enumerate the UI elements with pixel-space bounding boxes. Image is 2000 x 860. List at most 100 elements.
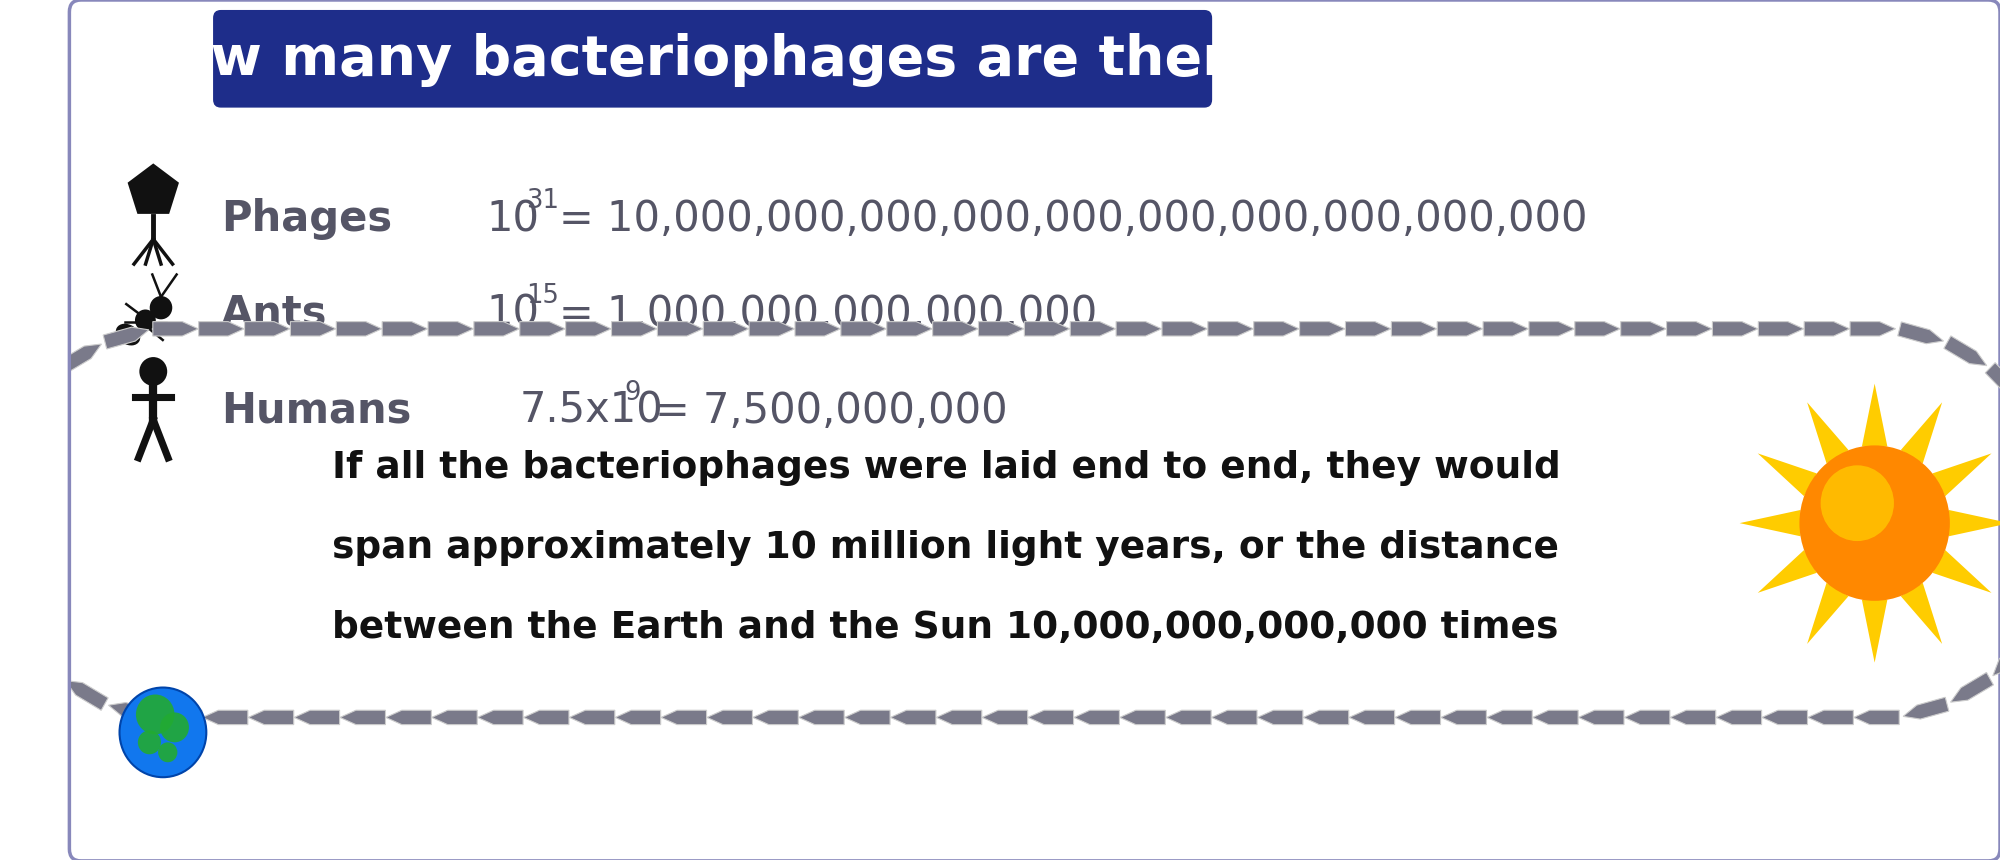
Polygon shape xyxy=(340,710,386,725)
Polygon shape xyxy=(750,322,794,336)
Polygon shape xyxy=(1808,710,1854,725)
Polygon shape xyxy=(30,645,66,684)
Polygon shape xyxy=(1862,384,1888,446)
Polygon shape xyxy=(1350,710,1394,725)
Polygon shape xyxy=(1620,322,1666,336)
Polygon shape xyxy=(1486,710,1532,725)
Polygon shape xyxy=(1948,510,2000,537)
Polygon shape xyxy=(706,710,752,725)
Text: Ants: Ants xyxy=(220,293,328,335)
Polygon shape xyxy=(662,710,706,725)
Polygon shape xyxy=(570,710,614,725)
Text: = 7,500,000,000: = 7,500,000,000 xyxy=(654,390,1008,432)
Polygon shape xyxy=(890,710,936,725)
Polygon shape xyxy=(1484,322,1528,336)
Polygon shape xyxy=(520,322,566,336)
Polygon shape xyxy=(1166,710,1212,725)
Circle shape xyxy=(1820,465,1894,541)
Polygon shape xyxy=(290,322,336,336)
Polygon shape xyxy=(1440,710,1486,725)
Polygon shape xyxy=(128,163,178,214)
Polygon shape xyxy=(1624,710,1670,725)
Polygon shape xyxy=(1808,583,1848,644)
Polygon shape xyxy=(1574,322,1620,336)
Polygon shape xyxy=(1528,322,1574,336)
Polygon shape xyxy=(22,371,60,408)
Polygon shape xyxy=(478,710,524,725)
Polygon shape xyxy=(336,322,382,336)
Polygon shape xyxy=(1028,710,1074,725)
Polygon shape xyxy=(1904,697,1948,719)
Polygon shape xyxy=(704,322,748,336)
Text: 10: 10 xyxy=(486,198,538,240)
Polygon shape xyxy=(1258,710,1302,725)
Polygon shape xyxy=(386,710,432,725)
Polygon shape xyxy=(982,710,1028,725)
Text: = 10,000,000,000,000,000,000,000,000,000,000: = 10,000,000,000,000,000,000,000,000,000… xyxy=(560,198,1588,240)
Polygon shape xyxy=(1986,363,2000,401)
Polygon shape xyxy=(1862,599,1888,662)
Polygon shape xyxy=(432,710,478,725)
Polygon shape xyxy=(1396,710,1440,725)
Polygon shape xyxy=(612,322,658,336)
Circle shape xyxy=(160,712,188,742)
Text: 9: 9 xyxy=(624,379,640,406)
Text: If all the bacteriophages were laid end to end, they would: If all the bacteriophages were laid end … xyxy=(332,451,1560,486)
Polygon shape xyxy=(840,322,886,336)
Polygon shape xyxy=(474,322,520,336)
Polygon shape xyxy=(382,322,428,336)
Polygon shape xyxy=(0,452,4,500)
Polygon shape xyxy=(1850,322,1896,336)
Polygon shape xyxy=(244,322,290,336)
Polygon shape xyxy=(1932,453,1992,496)
Polygon shape xyxy=(1712,322,1758,336)
Polygon shape xyxy=(1254,322,1300,336)
Text: = 1,000,000,000,000,000: = 1,000,000,000,000,000 xyxy=(560,293,1098,335)
Polygon shape xyxy=(1162,322,1208,336)
Polygon shape xyxy=(108,703,154,724)
Text: How many bacteriophages are there?: How many bacteriophages are there? xyxy=(126,33,1300,87)
Polygon shape xyxy=(844,710,890,725)
Polygon shape xyxy=(1212,710,1258,725)
Text: Phages: Phages xyxy=(220,198,392,240)
Polygon shape xyxy=(248,710,294,725)
Polygon shape xyxy=(1762,710,1808,725)
Polygon shape xyxy=(1854,710,1900,725)
Polygon shape xyxy=(202,710,248,725)
Polygon shape xyxy=(1758,322,1804,336)
Polygon shape xyxy=(1120,710,1166,725)
Polygon shape xyxy=(798,710,844,725)
Polygon shape xyxy=(752,710,798,725)
Circle shape xyxy=(136,695,174,734)
Polygon shape xyxy=(566,322,612,336)
FancyBboxPatch shape xyxy=(214,10,1212,108)
Polygon shape xyxy=(936,710,982,725)
Polygon shape xyxy=(1070,322,1116,336)
Polygon shape xyxy=(1900,402,1942,464)
Polygon shape xyxy=(1438,322,1482,336)
Text: 7.5x10: 7.5x10 xyxy=(520,390,664,432)
Polygon shape xyxy=(152,322,198,336)
Ellipse shape xyxy=(116,323,140,346)
Polygon shape xyxy=(0,552,8,599)
Polygon shape xyxy=(1992,637,2000,676)
Polygon shape xyxy=(1804,322,1850,336)
Text: Humans: Humans xyxy=(220,390,412,432)
Polygon shape xyxy=(1578,710,1624,725)
Polygon shape xyxy=(1944,336,1986,365)
Polygon shape xyxy=(1758,550,1816,593)
Polygon shape xyxy=(524,710,568,725)
Polygon shape xyxy=(1024,322,1070,336)
Polygon shape xyxy=(796,322,840,336)
Polygon shape xyxy=(1758,453,1816,496)
Circle shape xyxy=(158,742,178,762)
Polygon shape xyxy=(978,322,1024,336)
Polygon shape xyxy=(1950,673,1994,702)
Polygon shape xyxy=(1716,710,1762,725)
Polygon shape xyxy=(0,408,24,452)
Polygon shape xyxy=(1074,710,1120,725)
Polygon shape xyxy=(1116,322,1162,336)
Polygon shape xyxy=(1208,322,1254,336)
Polygon shape xyxy=(932,322,978,336)
Polygon shape xyxy=(886,322,932,336)
